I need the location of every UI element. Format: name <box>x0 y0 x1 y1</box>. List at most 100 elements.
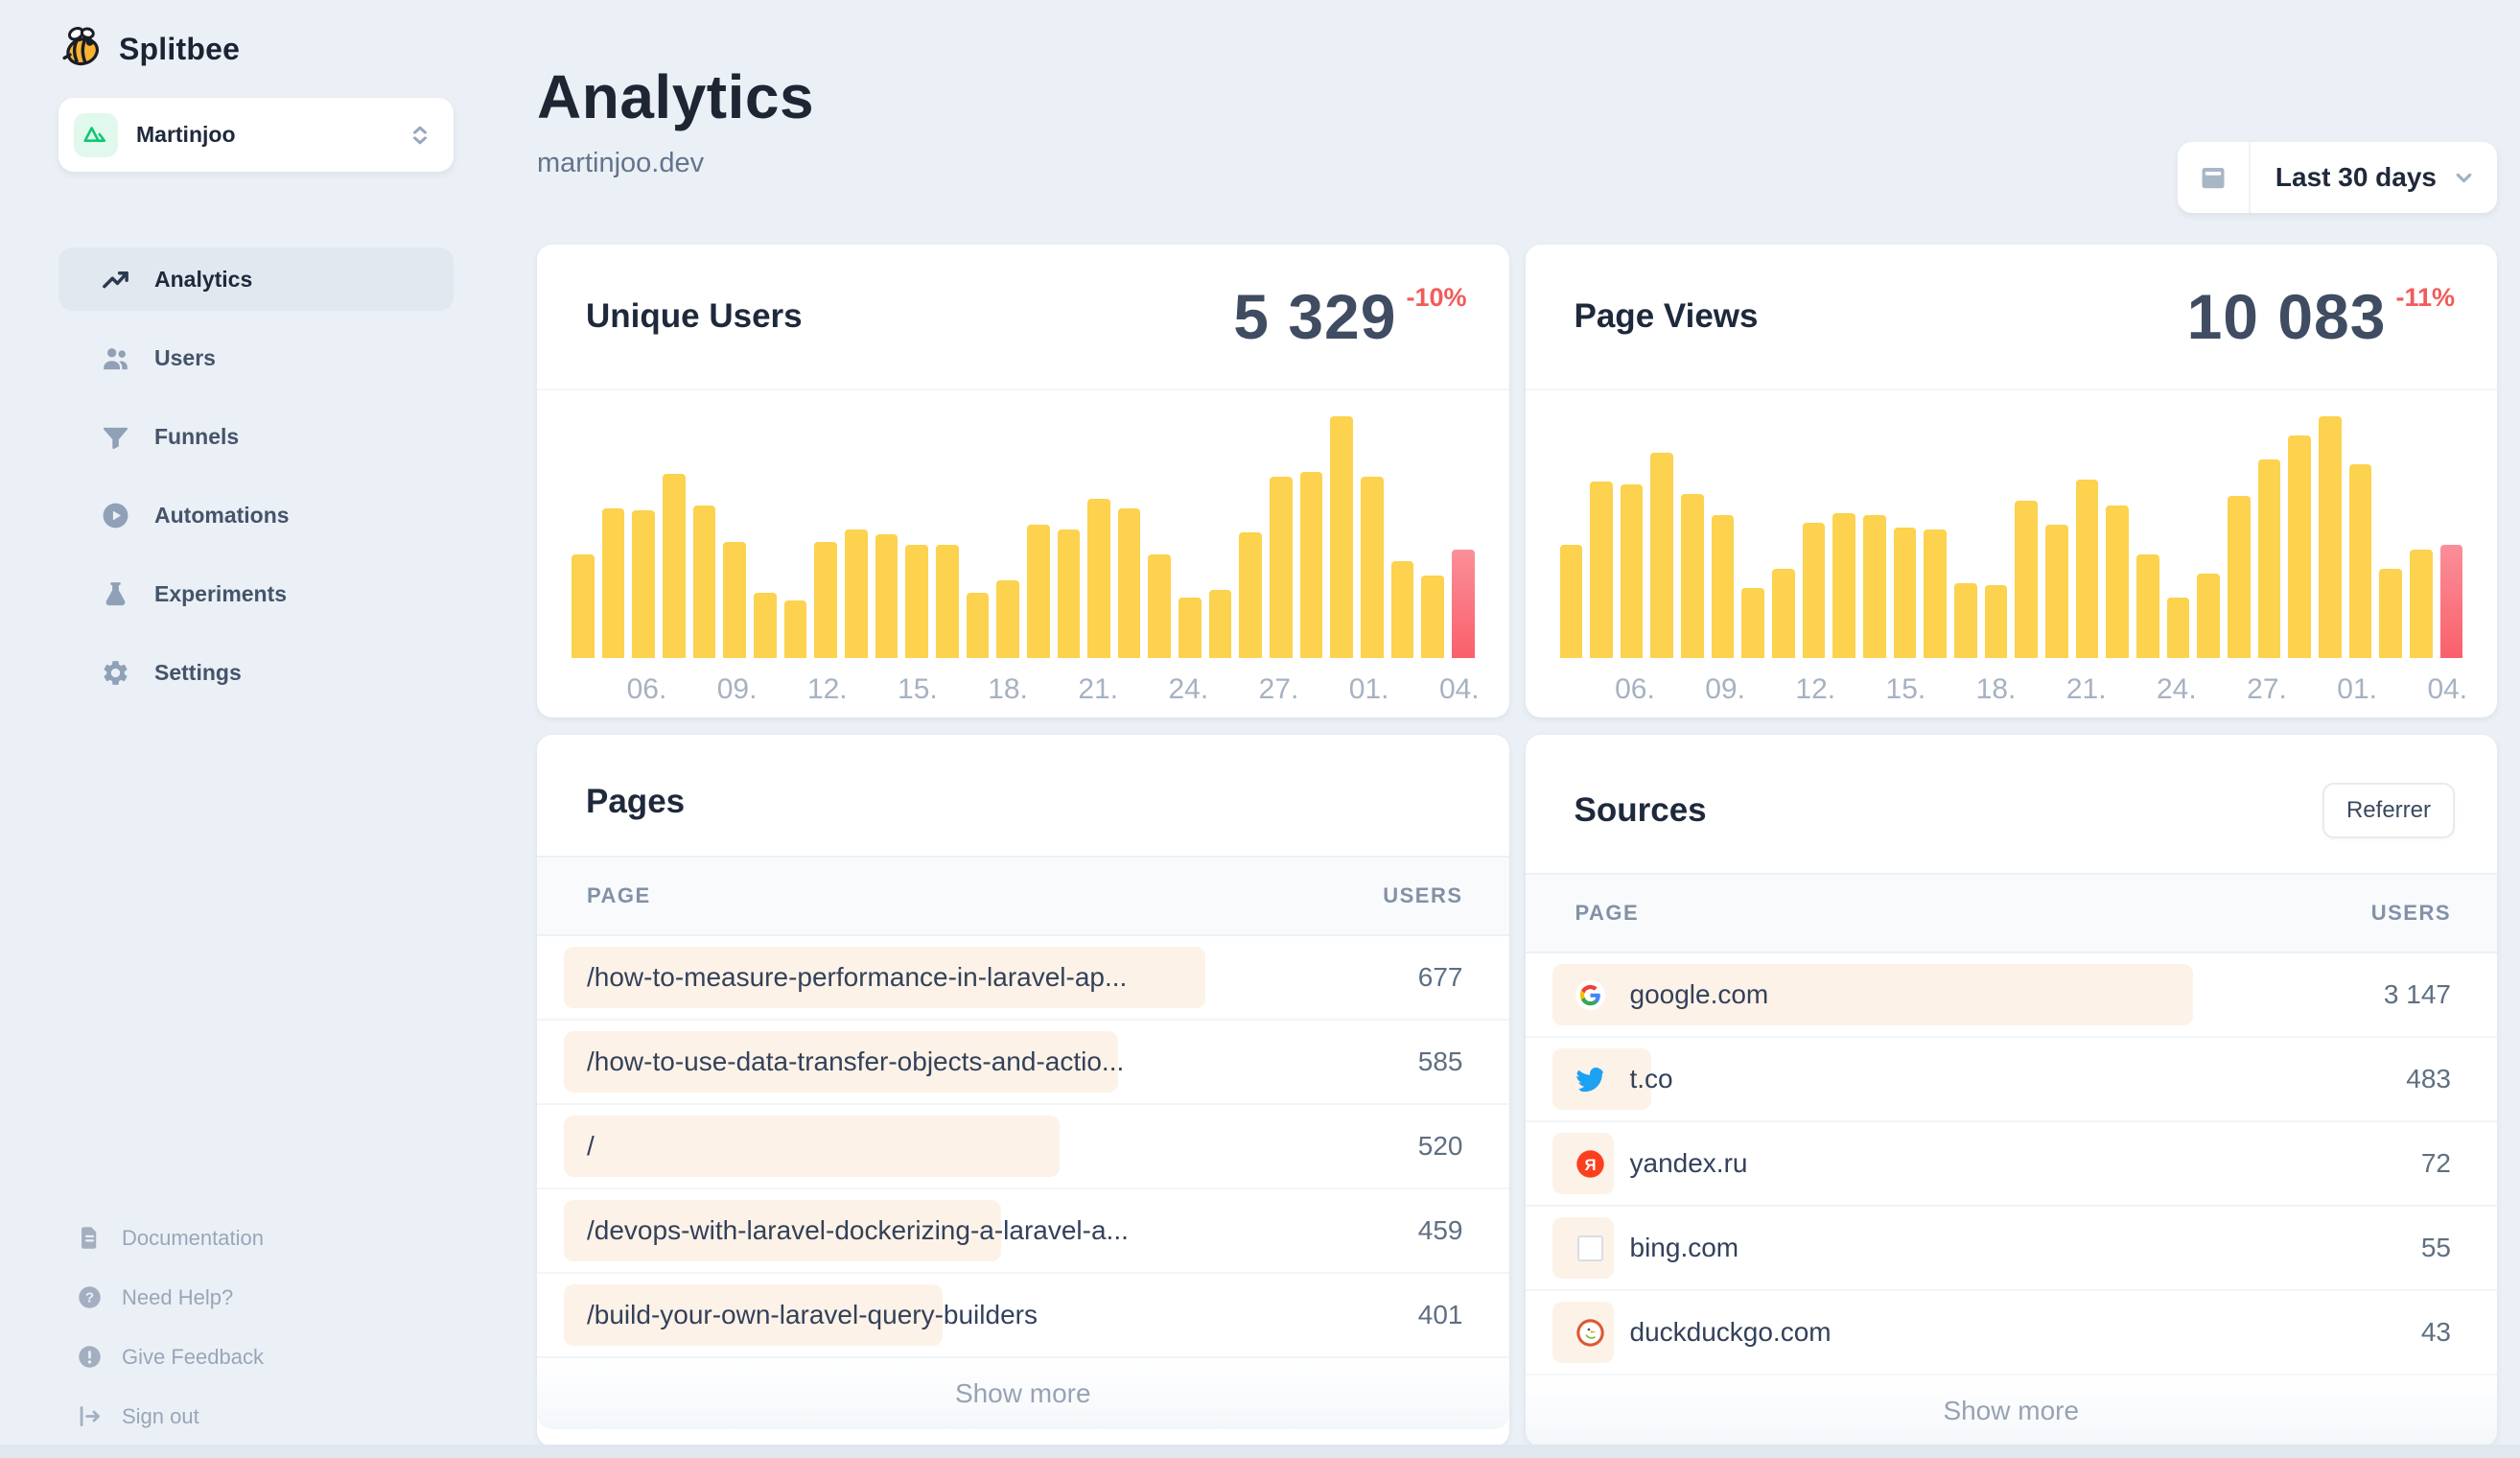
value-proportion-bar <box>564 1116 1060 1177</box>
chart-bar[interactable] <box>2227 496 2251 658</box>
chart-bar[interactable] <box>1924 529 1948 658</box>
chart-bar[interactable] <box>2197 573 2220 658</box>
chart-bar[interactable] <box>753 592 777 658</box>
sources-show-more-button[interactable]: Show more <box>1525 1376 2497 1446</box>
duckduckgo-favicon <box>1575 1318 1605 1348</box>
chart-bar[interactable] <box>1452 549 1475 658</box>
sources-table-row[interactable]: duckduckgo.com 43 <box>1525 1291 2497 1376</box>
chart-bar[interactable] <box>905 544 928 658</box>
chart-bar[interactable] <box>2166 598 2190 658</box>
footer-link-give-feedback[interactable]: Give Feedback <box>77 1344 264 1370</box>
chart-bar[interactable] <box>1330 416 1354 658</box>
chart-bar[interactable] <box>662 474 686 658</box>
sidebar-item-settings[interactable]: Settings <box>58 641 454 704</box>
chart-bar[interactable] <box>1832 512 1856 658</box>
chart-bar[interactable] <box>2135 553 2159 658</box>
chart-bar[interactable] <box>875 534 898 658</box>
workspace-selector[interactable]: Martinjoo <box>58 98 454 172</box>
pages-show-more-button[interactable]: Show more <box>537 1358 1509 1429</box>
chart-bar[interactable] <box>1026 525 1050 658</box>
chart-bar[interactable] <box>2288 435 2311 658</box>
chart-bar[interactable] <box>1620 483 1644 658</box>
chart-bar[interactable] <box>1148 553 1172 658</box>
chart-bar[interactable] <box>1390 561 1414 658</box>
chart-bar[interactable] <box>1984 585 2008 658</box>
calendar-icon[interactable] <box>2178 142 2251 213</box>
pages-table-row[interactable]: /build-your-own-laravel-query-builders 40… <box>537 1274 1509 1358</box>
pages-card: Pages PAGE USERS /how-to-measure-perform… <box>537 735 1509 1446</box>
users-count: 72 <box>2420 1148 2451 1178</box>
chart-bar[interactable] <box>1741 587 1765 658</box>
sidebar-item-funnels[interactable]: Funnels <box>58 405 454 468</box>
chart-bar[interactable] <box>935 544 959 658</box>
workspace-name: Martinjoo <box>136 122 236 147</box>
chart-bar[interactable] <box>783 600 807 658</box>
chart-bar[interactable] <box>1681 493 1704 658</box>
sidebar-item-users[interactable]: Users <box>58 326 454 389</box>
chart-bar[interactable] <box>2409 549 2433 658</box>
chart-bar[interactable] <box>1421 576 1445 658</box>
app-logo[interactable]: Splitbee <box>59 25 537 74</box>
chart-bar[interactable] <box>1087 498 1110 658</box>
chart-bar[interactable] <box>2075 479 2099 658</box>
pages-table-row[interactable]: / 520 <box>537 1105 1509 1189</box>
chart-bar[interactable] <box>844 529 868 658</box>
chart-bar[interactable] <box>966 592 990 658</box>
chart-bar[interactable] <box>814 542 837 658</box>
chart-bar[interactable] <box>1559 544 1583 658</box>
chart-bar[interactable] <box>1361 477 1384 658</box>
chart-bar[interactable] <box>1299 471 1323 658</box>
pages-table-row[interactable]: /how-to-measure-performance-in-laravel-a… <box>537 936 1509 1021</box>
referrer-filter-button[interactable]: Referrer <box>2322 783 2455 838</box>
chart-bar[interactable] <box>2439 544 2463 658</box>
footer-link-need-help[interactable]: ? Need Help? <box>77 1284 264 1310</box>
chart-bar[interactable] <box>2045 525 2068 658</box>
chart-bar[interactable] <box>1893 527 1917 658</box>
chart-bar[interactable] <box>1711 515 1735 658</box>
chart-bar[interactable] <box>1178 598 1202 658</box>
sidebar-item-experiments[interactable]: Experiments <box>58 562 454 625</box>
chart-bar[interactable] <box>2379 568 2402 658</box>
x-axis-labels: 06. 09. 12. 15. 18. 21. 24. 27. 01. 04. <box>572 658 1480 717</box>
chart-bar[interactable] <box>1208 590 1232 658</box>
workspace-mountains-icon <box>74 112 118 157</box>
chart-bar[interactable] <box>2348 464 2372 658</box>
footer-link-documentation[interactable]: Documentation <box>77 1225 264 1251</box>
x-axis-tick-label: 15. <box>898 673 938 705</box>
chart-bar[interactable] <box>1772 568 1795 658</box>
sidebar-item-automations[interactable]: Automations <box>58 483 454 547</box>
sources-table-row[interactable]: t.co 483 <box>1525 1038 2497 1122</box>
sources-table-row[interactable]: bing.com 55 <box>1525 1207 2497 1291</box>
sources-table-row[interactable]: google.com 3 147 <box>1525 953 2497 1038</box>
sidebar-item-label: Settings <box>154 659 242 685</box>
chart-bar[interactable] <box>572 553 595 658</box>
pages-table-row[interactable]: /how-to-use-data-transfer-objects-and-ac… <box>537 1021 1509 1105</box>
chart-bar[interactable] <box>2318 416 2342 658</box>
footer-link-sign-out[interactable]: Sign out <box>77 1403 264 1429</box>
chart-bar[interactable] <box>2257 459 2281 658</box>
chart-bar[interactable] <box>1590 482 1613 658</box>
users-count: 401 <box>1417 1300 1463 1329</box>
chart-bar[interactable] <box>632 510 655 658</box>
chart-bar[interactable] <box>2015 501 2038 658</box>
pages-table-row[interactable]: /devops-with-laravel-dockerizing-a-larav… <box>537 1189 1509 1274</box>
chart-bar[interactable] <box>692 506 716 658</box>
chart-bar[interactable] <box>601 507 625 658</box>
chart-bar[interactable] <box>1057 529 1081 658</box>
pages-table-header: PAGE USERS <box>537 856 1509 936</box>
chart-bar[interactable] <box>1954 582 1977 658</box>
chart-bar[interactable] <box>1802 522 1826 658</box>
main-content: Analytics martinjoo.dev Last 30 days Uni… <box>537 0 2497 1446</box>
chart-bar[interactable] <box>1650 452 1674 658</box>
chart-bar[interactable] <box>1270 477 1293 658</box>
chart-bar[interactable] <box>996 580 1019 658</box>
chart-bar[interactable] <box>723 542 746 658</box>
flask-icon <box>101 579 130 609</box>
sidebar-item-analytics[interactable]: Analytics <box>58 247 454 311</box>
chart-bar[interactable] <box>1239 531 1263 658</box>
date-range-picker[interactable]: Last 30 days <box>2177 142 2497 213</box>
chart-bar[interactable] <box>2106 506 2129 658</box>
chart-bar[interactable] <box>1863 515 1886 658</box>
chart-bar[interactable] <box>1117 507 1141 658</box>
